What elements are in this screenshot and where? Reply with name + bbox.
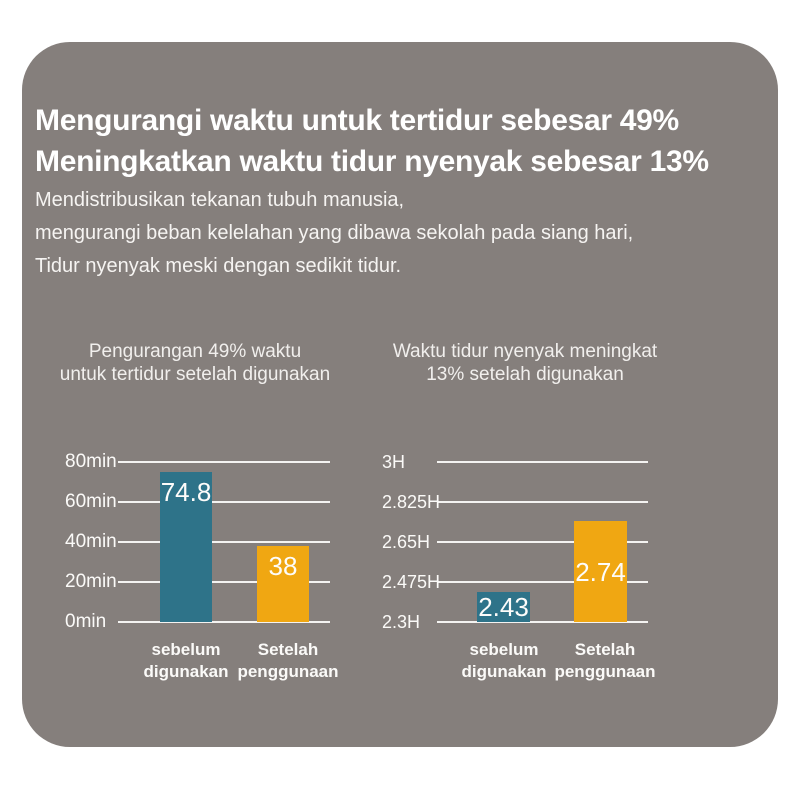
y-tick-label: 40min [65,531,117,552]
gridline-2.3H [437,621,648,623]
category-label-line: digunakan [143,662,229,681]
description-line-1: Mendistribusikan tekanan tubuh manusia, [35,189,405,211]
right-chart-title: Waktu tidur nyenyak meningkat 13% setela… [370,340,680,386]
gridline-20min [118,581,330,583]
y-tick-label: 3H [382,452,406,472]
category-label-line: Setelah [257,640,319,659]
description-line-2: mengurangi beban kelelahan yang dibawa s… [35,222,634,244]
y-tick-label: 2.3H [382,612,421,632]
y-tick-label: 2.65H [382,532,431,552]
gridline-3H [437,461,648,463]
y-tick-label: 2.825H [382,492,441,512]
left-chart-title: Pengurangan 49% waktu untuk tertidur set… [30,340,360,386]
gridline-2.475H [437,581,648,583]
headline-line-1: Mengurangi waktu untuk tertidur sebesar … [35,104,679,137]
category-label-line: penggunaan [554,662,656,681]
bar-sebelum-digunakan: 2.43 [477,592,530,622]
right-chart-title-line-1: Waktu tidur nyenyak meningkat [392,341,658,362]
category-label-line: sebelum [469,640,539,659]
category-label-line: Setelah [574,640,636,659]
gridline-80min [118,461,330,463]
gridline-40min [118,541,330,543]
bar-Setelah-penggunaan: 2.74 [574,521,627,622]
left-chart-title-line-1: Pengurangan 49% waktu [88,341,302,362]
gridline-60min [118,501,330,503]
bar-value-label: 38 [268,551,298,581]
y-tick-label: 20min [65,571,117,592]
infographic-card: Mengurangi waktu untuk tertidur sebesar … [22,42,778,747]
left-chart-title-line-2: untuk tertidur setelah digunakan [59,364,331,385]
y-tick-label: 2.475H [382,572,441,592]
gridline-2.65H [437,541,648,543]
y-tick-label: 0min [65,611,107,632]
headline-line-2: Meningkatkan waktu tidur nyenyak sebesar… [35,145,709,178]
right-chart-title-line-2: 13% setelah digunakan [426,364,624,385]
category-label-line: penggunaan [237,662,339,681]
right-chart-category-before: sebelum digunakan [429,639,579,683]
gridline-2.825H [437,501,648,503]
gridline-0min [118,621,330,623]
y-tick-label: 80min [65,451,117,472]
bar-sebelum-digunakan: 74.8 [160,472,212,622]
bar-value-label: 2.74 [575,556,626,587]
bar-Setelah-penggunaan: 38 [257,546,309,622]
category-label-line: sebelum [151,640,221,659]
headline: Mengurangi waktu untuk tertidur sebesar … [35,100,775,182]
left-chart-category-after: Setelah penggunaan [213,639,363,683]
category-label-line: digunakan [461,662,547,681]
right-chart-category-after: Setelah penggunaan [530,639,680,683]
description: Mendistribusikan tekanan tubuh manusia, … [35,184,765,283]
description-line-3: Tidur nyenyak meski dengan sedikit tidur… [35,255,402,277]
bar-value-label: 2.43 [478,592,529,623]
bar-value-label: 74.8 [160,477,212,508]
left-chart-category-before: sebelum digunakan [111,639,261,683]
y-tick-label: 60min [65,491,117,512]
